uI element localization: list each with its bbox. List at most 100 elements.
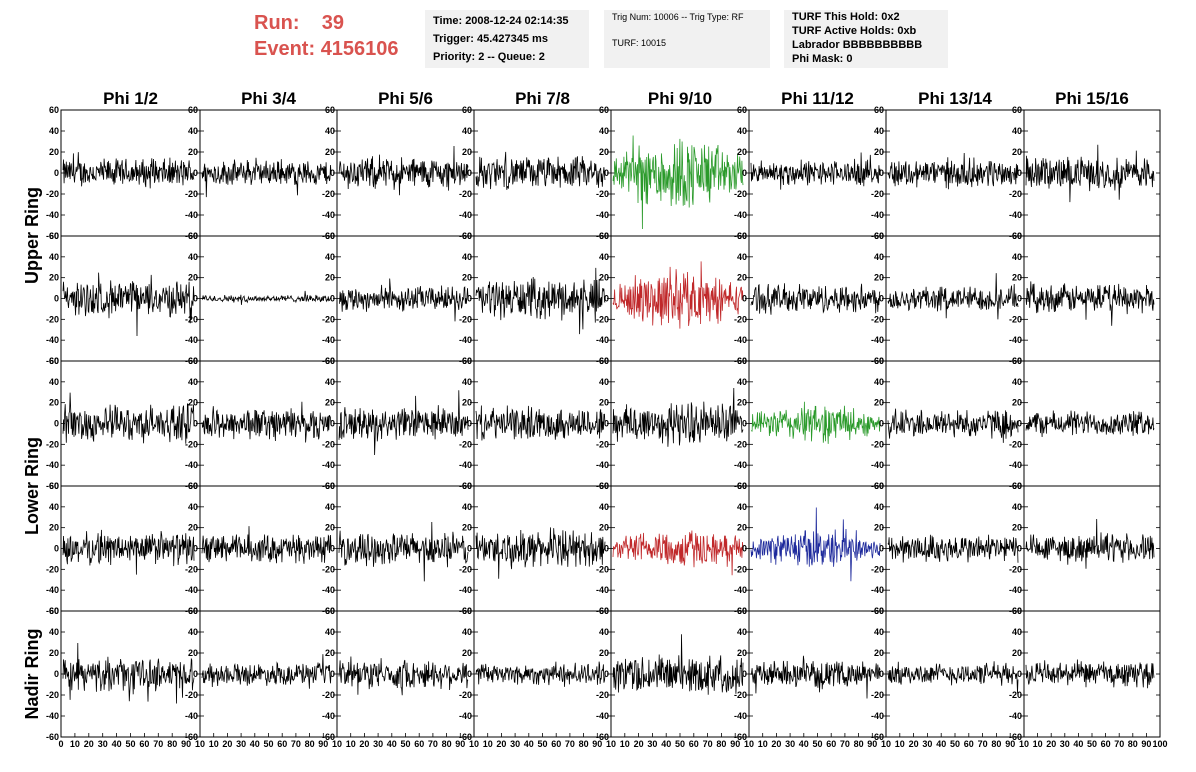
x-tick-label: 70 — [153, 739, 163, 749]
waveform-r1-c8 — [1025, 144, 1155, 203]
y-tick-label: -40 — [734, 585, 747, 595]
y-tick-label: 60 — [188, 105, 198, 115]
waveform-r5-c1 — [62, 642, 195, 704]
waveform-r1-c3 — [338, 145, 469, 196]
y-tick-label: -20 — [596, 189, 609, 199]
x-tick-label: 80 — [167, 739, 177, 749]
y-tick-label: 20 — [462, 147, 472, 157]
y-tick-label: 60 — [1012, 105, 1022, 115]
x-tick-label: 10 — [70, 739, 80, 749]
x-tick-label: 40 — [1073, 739, 1083, 749]
y-tick-label: 20 — [737, 398, 747, 408]
y-tick-label: 60 — [325, 356, 335, 366]
x-tick-label: 60 — [414, 739, 424, 749]
x-tick-label: 90 — [867, 739, 877, 749]
y-tick-label: -40 — [871, 711, 884, 721]
y-tick-label: -20 — [46, 314, 59, 324]
x-tick-label: 40 — [524, 739, 534, 749]
x-tick-label: 50 — [263, 739, 273, 749]
x-tick-label: 10 — [758, 739, 768, 749]
trig-num-text: Trig Num: 10006 -- Trig Type: RF — [612, 12, 744, 22]
y-tick-label: 0 — [330, 669, 335, 679]
y-tick-label: 40 — [599, 377, 609, 387]
waveform-r2-c4 — [475, 267, 606, 335]
y-tick-label: 0 — [742, 544, 747, 554]
y-tick-label: 40 — [188, 627, 198, 637]
y-tick-label: 20 — [462, 273, 472, 283]
y-tick-label: 40 — [874, 126, 884, 136]
column-header-7: Phi 13/14 — [918, 89, 992, 108]
turf-info-box: TURF This Hold: 0x2 TURF Active Holds: 0… — [784, 10, 948, 68]
x-tick-label: 80 — [305, 739, 315, 749]
x-tick-label: 10 — [209, 739, 219, 749]
waveform-r4-c4 — [475, 527, 606, 579]
y-tick-label: 40 — [874, 252, 884, 262]
y-tick-label: -20 — [322, 564, 335, 574]
x-tick-label: 10 — [1019, 739, 1029, 749]
y-tick-label: 60 — [325, 105, 335, 115]
x-tick-label: 80 — [579, 739, 589, 749]
y-tick-label: -40 — [322, 711, 335, 721]
time-text: Time: 2008-12-24 02:14:35 — [433, 15, 569, 27]
y-tick-label: 20 — [599, 273, 609, 283]
waveform-r1-c4 — [475, 151, 606, 190]
y-tick-label: -20 — [185, 314, 198, 324]
panel-frame-r3-c4 — [473, 360, 612, 487]
y-tick-label: 40 — [188, 502, 198, 512]
y-tick-label: 40 — [462, 377, 472, 387]
y-tick-label: 0 — [54, 294, 59, 304]
y-tick-label: 40 — [874, 627, 884, 637]
x-tick-label: 60 — [1101, 739, 1111, 749]
y-tick-label: 60 — [462, 606, 472, 616]
run-row: Run: 39 — [254, 10, 399, 36]
y-tick-label: -20 — [1009, 439, 1022, 449]
y-tick-label: 40 — [599, 502, 609, 512]
x-tick-label: 40 — [387, 739, 397, 749]
y-tick-label: -40 — [322, 335, 335, 345]
y-tick-label: -20 — [871, 439, 884, 449]
y-tick-label: -40 — [871, 210, 884, 220]
y-tick-label: -20 — [322, 314, 335, 324]
y-tick-label: -20 — [322, 439, 335, 449]
y-tick-label: -40 — [185, 585, 198, 595]
x-tick-label: 80 — [854, 739, 864, 749]
y-tick-label: 60 — [462, 231, 472, 241]
y-tick-label: 20 — [1012, 648, 1022, 658]
y-tick-label: 0 — [604, 294, 609, 304]
turf-text: TURF: 10015 — [612, 38, 667, 48]
y-tick-label: -60 — [46, 481, 59, 491]
y-tick-label: -20 — [596, 439, 609, 449]
x-tick-label: 60 — [826, 739, 836, 749]
y-tick-label: 20 — [737, 523, 747, 533]
x-tick-label: 10 — [195, 739, 205, 749]
x-tick-label: 50 — [950, 739, 960, 749]
waveform-r2-c3 — [339, 278, 469, 322]
x-tick-label: 80 — [991, 739, 1001, 749]
waveform-r2-c5 — [612, 261, 744, 329]
y-tick-label: -40 — [734, 711, 747, 721]
x-tick-label: 70 — [565, 739, 575, 749]
waveform-r5-c3 — [338, 656, 469, 696]
x-tick-label: 20 — [909, 739, 919, 749]
y-tick-label: -40 — [46, 210, 59, 220]
y-tick-label: 0 — [604, 419, 609, 429]
y-tick-label: 60 — [874, 356, 884, 366]
y-tick-label: -20 — [734, 189, 747, 199]
y-tick-label: 20 — [1012, 273, 1022, 283]
y-tick-label: -20 — [459, 314, 472, 324]
x-tick-label: 10 — [620, 739, 630, 749]
x-tick-label: 30 — [785, 739, 795, 749]
x-tick-label: 60 — [551, 739, 561, 749]
y-tick-label: 60 — [325, 606, 335, 616]
y-tick-label: 60 — [462, 356, 472, 366]
x-tick-label: 10 — [469, 739, 479, 749]
y-tick-label: 60 — [49, 105, 59, 115]
y-tick-label: 0 — [467, 294, 472, 304]
y-tick-label: 60 — [874, 231, 884, 241]
y-tick-label: -40 — [46, 585, 59, 595]
column-header-3: Phi 5/6 — [378, 89, 433, 108]
run-event-label: Run: 39 Event: 4156106 — [254, 10, 399, 62]
y-tick-label: 60 — [462, 105, 472, 115]
x-tick-label: 20 — [84, 739, 94, 749]
